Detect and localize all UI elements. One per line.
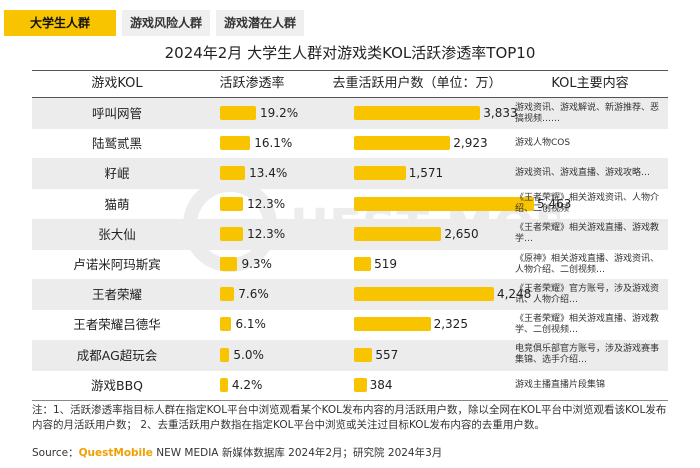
rate-label: 12.3% [247, 226, 286, 241]
table-header: 游戏KOL 活跃渗透率 去重活跃用户数（单位：万） KOL主要内容 [32, 70, 668, 98]
source-brand: QuestMobile [78, 447, 153, 459]
kol-content-text: 《王者荣耀》相关游戏直播、游戏教学、二创视频… [515, 313, 660, 335]
tab-college-students[interactable]: 大学生人群 [4, 10, 116, 36]
users-bar [354, 136, 451, 151]
table-row: 游戏BBQ 4.2% 384 游戏主播直播片段集锦 [32, 370, 668, 401]
kol-content-text: 电竞俱乐部官方账号，涉及游戏赛事集锦、选手介绍… [515, 344, 660, 366]
rate-bar [220, 136, 251, 151]
kol-content-text: 游戏主播直播片段集锦 [515, 379, 606, 390]
kol-content-text: 《王者荣耀》官方账号，涉及游戏资讯、人物介绍… [515, 283, 660, 305]
tab-game-risk-group[interactable]: 游戏风险人群 [122, 10, 210, 36]
users-label: 557 [375, 347, 399, 362]
rate-label: 5.0% [233, 347, 264, 362]
kol-name: 王者荣耀吕德华 [73, 317, 161, 333]
users-bar [354, 196, 534, 211]
users-label: 5,463 [537, 196, 572, 211]
rate-label: 12.3% [247, 196, 286, 211]
users-bar [354, 287, 494, 302]
kol-name: 籽岷 [104, 166, 130, 182]
kol-content: 游戏人物COS [515, 128, 665, 159]
kol-name: 王者荣耀 [91, 287, 142, 303]
rate-label: 13.4% [249, 166, 288, 181]
kol-name: 成都AG超玩会 [76, 347, 158, 363]
table-row: 陆鹫贰黑 16.1% 2,923 游戏人物COS [32, 128, 668, 159]
rate-label: 6.1% [235, 317, 266, 332]
tab-game-potential-group[interactable]: 游戏潜在人群 [216, 10, 304, 36]
users-label: 384 [369, 377, 393, 392]
chart-title: 2024年2月 大学生人群对游戏类KOL活跃渗透率TOP10 [164, 44, 536, 62]
rate-label: 19.2% [260, 106, 299, 120]
kol-content-text: 《原神》相关游戏直播、游戏资讯、人物介绍、二创视频… [515, 253, 660, 275]
table-row: 籽岷 13.4% 1,571 游戏资讯、游戏直播、游戏攻略… [32, 158, 668, 190]
users-bar [354, 347, 373, 362]
kol-content-text: 《王者荣耀》相关游戏直播、游戏教学… [515, 223, 660, 245]
kol-name: 猫萌 [104, 196, 130, 212]
users-label: 2,325 [433, 317, 468, 332]
kol-content: 《王者荣耀》官方账号，涉及游戏资讯、人物介绍… [515, 279, 665, 310]
rate-label: 9.3% [241, 257, 272, 271]
users-bar [354, 377, 367, 392]
kol-content: 游戏资讯、游戏直播、游戏攻略… [515, 158, 665, 189]
users-bar [354, 317, 431, 332]
table-row: 张大仙 12.3% 2,650 《王者荣耀》相关游戏直播、游戏教学… [32, 218, 668, 250]
kol-content-text: 游戏资讯、游戏直播、游戏攻略… [515, 168, 651, 179]
users-bar [354, 106, 481, 120]
kol-content-text: 游戏人物COS [515, 138, 571, 149]
kol-content: 游戏主播直播片段集锦 [515, 370, 665, 401]
header-kol: 游戏KOL [91, 76, 143, 91]
users-bar [354, 226, 442, 241]
header-users: 去重活跃用户数（单位：万） [332, 76, 502, 91]
users-label: 2,923 [453, 136, 488, 151]
users-label: 4,248 [496, 287, 532, 302]
kol-name: 卢诺米阿玛斯宾 [73, 257, 161, 272]
rate-bar [220, 347, 230, 362]
source-prefix: Source： [32, 447, 79, 459]
rate-label: 16.1% [254, 136, 293, 151]
kol-content: 《原神》相关游戏直播、游戏资讯、人物介绍、二创视频… [515, 249, 665, 280]
kol-content-text: 游戏资讯、游戏解说、新游推荐、恶搞视频…… [515, 102, 660, 124]
rate-label: 7.6% [238, 287, 269, 302]
kol-content: 《王者荣耀》相关游戏资讯、人物介绍、二创视频 [515, 189, 665, 220]
rate-bar [220, 196, 244, 211]
kol-name: 张大仙 [98, 226, 136, 242]
rate-bar [220, 317, 232, 332]
table-row: 猫萌 12.3% 5,463 《王者荣耀》相关游戏资讯、人物介绍、二创视频 [32, 189, 668, 220]
table-row: 成都AG超玩会 5.0% 557 电竞俱乐部官方账号，涉及游戏赛事集锦、选手介绍… [32, 339, 668, 371]
table-row: 王者荣耀吕德华 6.1% 2,325 《王者荣耀》相关游戏直播、游戏教学、二创视频… [32, 309, 668, 340]
footer-divider [32, 400, 668, 401]
kol-content: 电竞俱乐部官方账号，涉及游戏赛事集锦、选手介绍… [515, 340, 665, 371]
kol-content: 《王者荣耀》相关游戏直播、游戏教学、二创视频… [515, 309, 665, 340]
kol-content: 《王者荣耀》相关游戏直播、游戏教学… [515, 219, 665, 250]
kol-name: 陆鹫贰黑 [91, 136, 142, 152]
users-label: 2,650 [444, 226, 479, 241]
users-bar [354, 166, 406, 181]
header-content: KOL主要内容 [551, 76, 629, 91]
kol-name: 游戏BBQ [91, 377, 143, 393]
rate-bar [220, 106, 256, 120]
users-label: 519 [374, 257, 397, 271]
rate-bar [220, 226, 244, 241]
rate-bar [220, 257, 238, 271]
table-row: 呼叫网管 19.2% 3,833 游戏资讯、游戏解说、新游推荐、恶搞视频…… [32, 98, 668, 129]
kol-content-text: 《王者荣耀》相关游戏资讯、人物介绍、二创视频 [515, 193, 660, 215]
footnote: 注：1、活跃渗透率指目标人群在指定KOL平台中浏览观看某个KOL发布内容的月活跃… [32, 404, 667, 431]
header-rate: 活跃渗透率 [219, 76, 285, 91]
kol-name: 呼叫网管 [91, 106, 142, 121]
rate-bar [220, 377, 228, 392]
users-label: 3,833 [483, 106, 518, 120]
rate-bar [220, 287, 235, 302]
table-row: 卢诺米阿玛斯宾 9.3% 519 《原神》相关游戏直播、游戏资讯、人物介绍、二创视频… [32, 249, 668, 280]
users-bar [354, 257, 372, 271]
table-row: 王者荣耀 7.6% 4,248 《王者荣耀》官方账号，涉及游戏资讯、人物介绍… [32, 279, 668, 311]
source-line: Source：QuestMobile NEW MEDIA 新媒体数据库 2024… [32, 445, 442, 460]
kol-content: 游戏资讯、游戏解说、新游推荐、恶搞视频…… [515, 98, 665, 129]
source-rest: NEW MEDIA 新媒体数据库 2024年2月；研究院 2024年3月 [152, 447, 443, 459]
users-label: 1,571 [408, 166, 444, 181]
rate-bar [220, 166, 246, 181]
rate-label: 4.2% [231, 377, 263, 392]
